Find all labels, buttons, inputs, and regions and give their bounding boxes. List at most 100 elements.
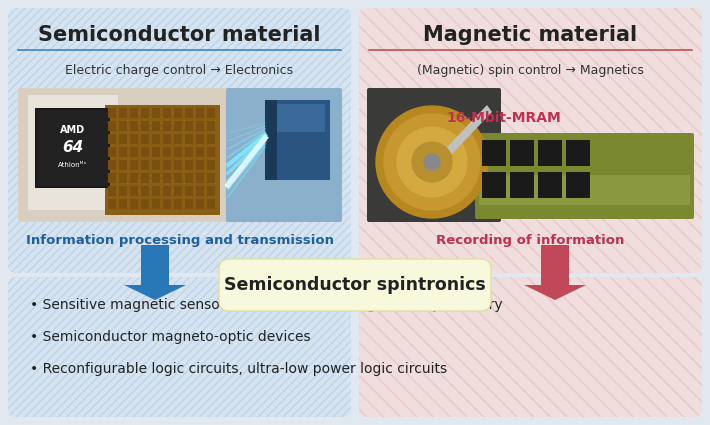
FancyBboxPatch shape — [226, 88, 342, 222]
Bar — [141, 160, 149, 170]
Bar — [479, 175, 690, 205]
Polygon shape — [524, 245, 586, 300]
Bar — [28, 95, 118, 210]
Bar — [538, 140, 562, 166]
Circle shape — [397, 127, 467, 197]
Bar — [108, 186, 116, 196]
Circle shape — [412, 142, 452, 182]
Bar — [174, 134, 182, 144]
Bar — [174, 108, 182, 118]
Bar — [141, 121, 149, 131]
Bar — [185, 108, 193, 118]
Bar — [130, 121, 138, 131]
Bar — [152, 173, 160, 183]
Bar — [196, 121, 204, 131]
Bar — [510, 172, 534, 198]
Bar — [207, 134, 215, 144]
Bar — [152, 199, 160, 209]
Circle shape — [384, 114, 480, 210]
Bar — [119, 108, 127, 118]
Bar — [185, 199, 193, 209]
Bar — [130, 199, 138, 209]
Bar — [108, 108, 116, 118]
Bar — [185, 121, 193, 131]
Circle shape — [376, 106, 488, 218]
Bar — [108, 199, 116, 209]
Bar — [196, 173, 204, 183]
Bar — [37, 110, 108, 186]
Bar — [207, 147, 215, 157]
Bar — [482, 140, 506, 166]
Bar — [185, 147, 193, 157]
Bar — [35, 108, 110, 188]
Bar — [207, 186, 215, 196]
Bar — [119, 186, 127, 196]
FancyBboxPatch shape — [475, 133, 694, 219]
Bar — [108, 147, 116, 157]
Bar — [141, 173, 149, 183]
Bar — [207, 173, 215, 183]
FancyBboxPatch shape — [219, 259, 491, 311]
Bar — [141, 199, 149, 209]
Bar — [119, 147, 127, 157]
Bar — [196, 186, 204, 196]
Bar — [510, 140, 534, 166]
Bar — [185, 134, 193, 144]
Bar — [163, 186, 171, 196]
Bar — [119, 134, 127, 144]
FancyBboxPatch shape — [367, 88, 501, 222]
Bar — [566, 140, 590, 166]
Bar — [185, 173, 193, 183]
Bar — [185, 160, 193, 170]
Text: Athlonᴹˣ: Athlonᴹˣ — [58, 162, 88, 168]
Bar — [196, 108, 204, 118]
Bar — [141, 186, 149, 196]
Bar — [141, 134, 149, 144]
Bar — [174, 147, 182, 157]
Bar — [152, 186, 160, 196]
Text: Information processing and transmission: Information processing and transmission — [26, 233, 334, 246]
FancyBboxPatch shape — [8, 277, 351, 417]
Bar — [566, 172, 590, 198]
Bar — [163, 108, 171, 118]
Bar — [152, 108, 160, 118]
Polygon shape — [447, 105, 492, 154]
Text: • Reconfigurable logic circuits, ultra-low power logic circuits: • Reconfigurable logic circuits, ultra-l… — [30, 362, 447, 376]
Text: Semiconductor spintronics: Semiconductor spintronics — [224, 276, 486, 294]
FancyBboxPatch shape — [359, 8, 702, 273]
Text: Semiconductor material: Semiconductor material — [38, 25, 321, 45]
FancyBboxPatch shape — [18, 88, 232, 222]
Bar — [130, 147, 138, 157]
Bar — [152, 121, 160, 131]
Polygon shape — [124, 245, 186, 300]
Bar — [163, 147, 171, 157]
Bar — [163, 134, 171, 144]
Bar — [265, 100, 330, 180]
Text: 64: 64 — [62, 141, 84, 156]
Bar — [130, 108, 138, 118]
Bar — [196, 160, 204, 170]
Bar — [265, 100, 277, 180]
Bar — [196, 134, 204, 144]
Bar — [108, 121, 116, 131]
Text: Recording of information: Recording of information — [437, 233, 625, 246]
Bar — [119, 121, 127, 131]
Bar — [207, 108, 215, 118]
Bar — [163, 173, 171, 183]
Bar — [108, 160, 116, 170]
Text: • High-density memory: • High-density memory — [340, 298, 503, 312]
Text: AMD: AMD — [60, 125, 86, 135]
Bar — [130, 173, 138, 183]
Bar — [152, 134, 160, 144]
Text: Electric charge control → Electronics: Electric charge control → Electronics — [65, 63, 293, 76]
Bar — [207, 199, 215, 209]
Text: • Semiconductor magneto-optic devices: • Semiconductor magneto-optic devices — [30, 330, 311, 344]
Bar — [174, 160, 182, 170]
Bar — [105, 105, 220, 215]
Bar — [130, 186, 138, 196]
Bar — [130, 160, 138, 170]
Bar — [130, 134, 138, 144]
Bar — [119, 199, 127, 209]
Bar — [163, 160, 171, 170]
Bar — [119, 160, 127, 170]
